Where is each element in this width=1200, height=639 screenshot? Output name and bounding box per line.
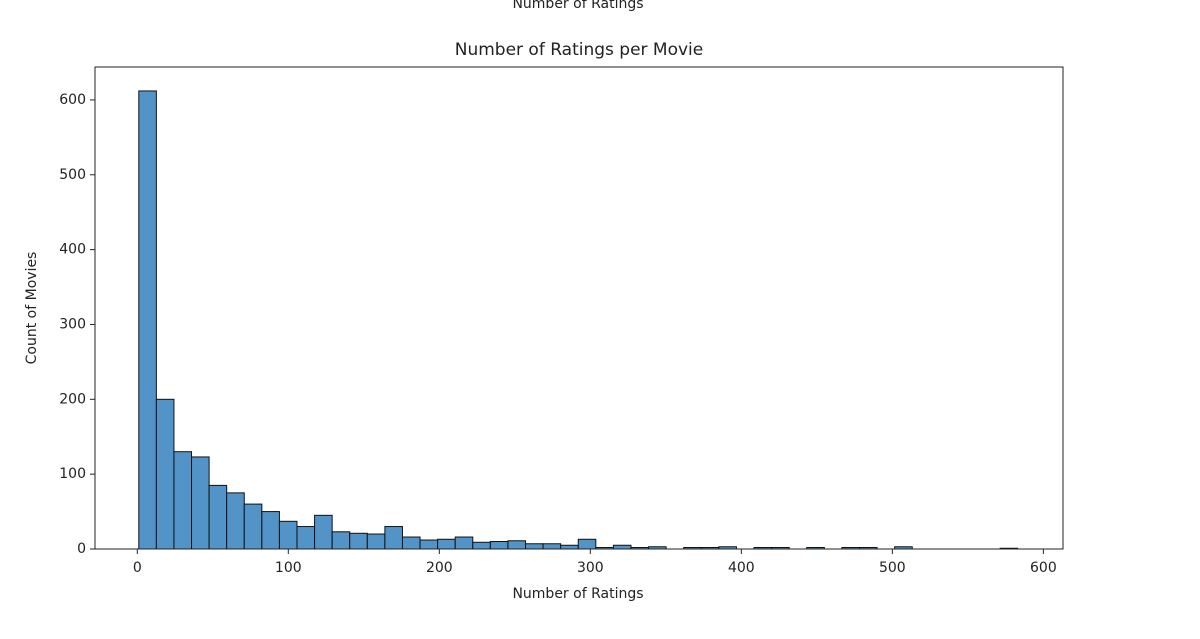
bar [560, 544, 579, 550]
bar [226, 492, 245, 550]
top-text: Number of Ratings [512, 0, 643, 12]
plot-frame [94, 66, 1064, 550]
bar [401, 536, 421, 550]
bar [419, 539, 439, 550]
bar [314, 514, 333, 550]
bar [278, 520, 298, 550]
bar [138, 90, 157, 550]
x-tick-label: 100 [275, 560, 302, 576]
x-tick-label: 300 [577, 560, 604, 576]
bar [173, 451, 193, 550]
bar [472, 541, 491, 550]
bar [612, 544, 632, 550]
bar [577, 538, 597, 550]
bar [542, 543, 562, 550]
bar [384, 526, 403, 550]
x-axis-label: Number of Ratings [512, 586, 643, 602]
y-tick-label: 200 [59, 391, 86, 407]
bar [525, 543, 544, 550]
bar [296, 526, 316, 550]
bar [437, 538, 456, 550]
bar [507, 540, 527, 550]
bar [243, 503, 263, 550]
bar [208, 484, 228, 550]
bar [191, 456, 210, 550]
y-tick-label: 0 [77, 541, 86, 557]
bar [261, 511, 280, 550]
y-tick-label: 400 [59, 242, 86, 258]
y-tick-label: 100 [59, 466, 86, 482]
y-tick-label: 500 [59, 167, 86, 183]
y-axis-label: Count of Movies [24, 252, 40, 365]
x-tick-label: 0 [133, 560, 142, 576]
chart-title: Number of Ratings per Movie [455, 40, 704, 60]
x-tick-label: 500 [879, 560, 906, 576]
bar [155, 398, 175, 550]
x-tick-label: 400 [728, 560, 755, 576]
x-tick-label: 600 [1030, 560, 1057, 576]
bar [454, 536, 474, 550]
y-tick-label: 300 [59, 316, 86, 332]
bar [349, 532, 368, 550]
x-tick-label: 200 [426, 560, 453, 576]
bar [489, 541, 509, 550]
y-tick-label: 600 [59, 92, 86, 108]
bar [331, 531, 351, 550]
bar [366, 533, 386, 550]
